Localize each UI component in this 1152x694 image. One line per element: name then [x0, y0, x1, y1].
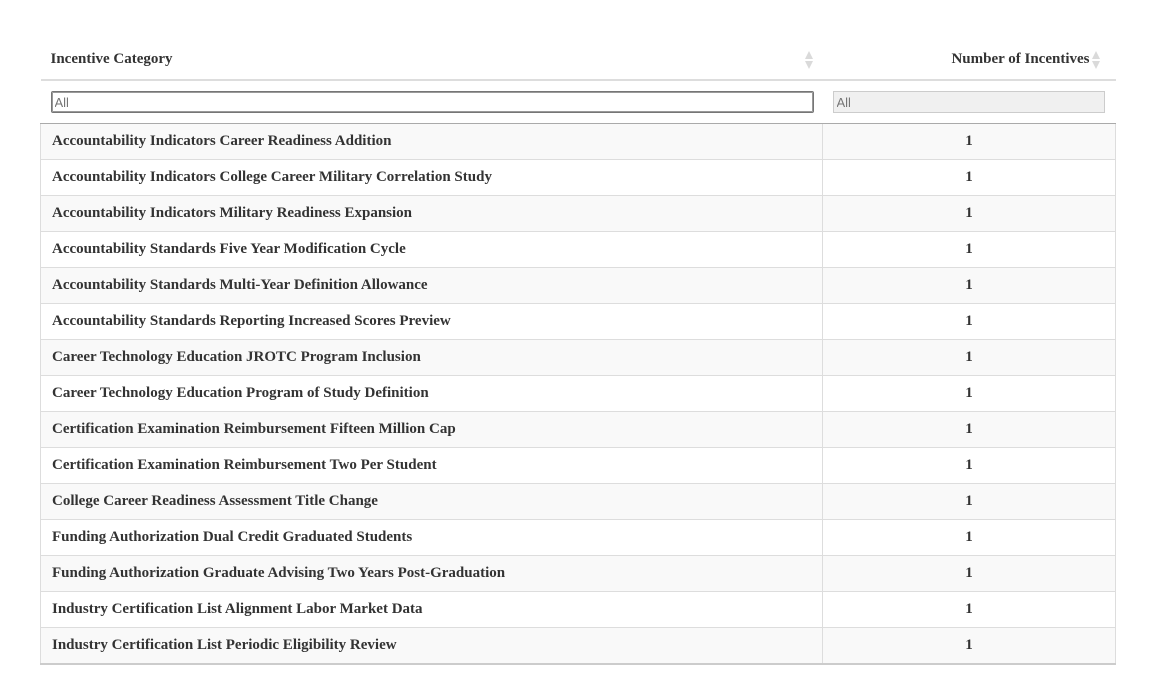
category-cell: Industry Certification List Periodic Eli…: [40, 627, 823, 665]
count-cell: 1: [822, 231, 1116, 268]
column-header-number-of-incentives[interactable]: Number of Incentives: [822, 40, 1116, 81]
table-row[interactable]: College Career Readiness Assessment Titl…: [40, 483, 1116, 520]
sort-icon[interactable]: [804, 50, 813, 69]
table-row[interactable]: Accountability Indicators Military Readi…: [40, 195, 1116, 232]
table-row[interactable]: Accountability Standards Five Year Modif…: [40, 231, 1116, 268]
count-cell: 1: [822, 411, 1116, 448]
count-cell: 1: [822, 195, 1116, 232]
count-cell: 1: [822, 303, 1116, 340]
table-row[interactable]: Career Technology Education JROTC Progra…: [40, 339, 1116, 376]
table-row[interactable]: Accountability Standards Reporting Incre…: [40, 303, 1116, 340]
table-row[interactable]: Accountability Standards Multi-Year Defi…: [40, 267, 1116, 304]
sort-icon[interactable]: [1091, 50, 1100, 69]
count-filter-input[interactable]: [832, 91, 1105, 113]
count-cell: 1: [822, 447, 1116, 484]
table-row[interactable]: Accountability Indicators College Career…: [40, 159, 1116, 196]
table-row[interactable]: Certification Examination Reimbursement …: [40, 447, 1116, 484]
table-row[interactable]: Funding Authorization Dual Credit Gradua…: [40, 519, 1116, 556]
count-cell: 1: [822, 627, 1116, 665]
category-filter-input[interactable]: [50, 91, 814, 113]
count-cell: 1: [822, 555, 1116, 592]
table-row[interactable]: Funding Authorization Graduate Advising …: [40, 555, 1116, 592]
category-cell: Career Technology Education JROTC Progra…: [40, 339, 823, 376]
category-cell: Industry Certification List Alignment La…: [40, 591, 823, 628]
table-body: Accountability Indicators Career Readine…: [40, 123, 1116, 665]
category-cell: Accountability Standards Multi-Year Defi…: [40, 267, 823, 304]
count-cell: 1: [822, 591, 1116, 628]
category-cell: Accountability Standards Five Year Modif…: [40, 231, 823, 268]
data-table: Incentive Category Number of Incentives …: [40, 40, 1116, 665]
column-header-label: Incentive Category: [50, 51, 173, 67]
category-cell: Accountability Indicators Military Readi…: [40, 195, 823, 232]
count-cell: 1: [822, 375, 1116, 412]
header-row: Incentive Category Number of Incentives: [40, 40, 1116, 81]
table-row[interactable]: Certification Examination Reimbursement …: [40, 411, 1116, 448]
count-cell: 1: [822, 159, 1116, 196]
category-cell: Accountability Indicators College Career…: [40, 159, 823, 196]
category-cell: Accountability Indicators Career Readine…: [40, 123, 823, 160]
incentives-table: Incentive Category Number of Incentives …: [40, 40, 1116, 665]
category-cell: Funding Authorization Graduate Advising …: [40, 555, 823, 592]
count-cell: 1: [822, 267, 1116, 304]
table-row[interactable]: Industry Certification List Alignment La…: [40, 591, 1116, 628]
category-cell: Career Technology Education Program of S…: [40, 375, 823, 412]
table-row[interactable]: Industry Certification List Periodic Eli…: [40, 627, 1116, 665]
count-cell: 1: [822, 339, 1116, 376]
count-cell: 1: [822, 123, 1116, 160]
table-row[interactable]: Accountability Indicators Career Readine…: [40, 123, 1116, 160]
column-header-incentive-category[interactable]: Incentive Category: [40, 40, 823, 81]
category-cell: Funding Authorization Dual Credit Gradua…: [40, 519, 823, 556]
category-cell: Accountability Standards Reporting Incre…: [40, 303, 823, 340]
category-cell: Certification Examination Reimbursement …: [40, 447, 823, 484]
count-cell: 1: [822, 483, 1116, 520]
category-cell: College Career Readiness Assessment Titl…: [40, 483, 823, 520]
category-cell: Certification Examination Reimbursement …: [40, 411, 823, 448]
column-header-label: Number of Incentives: [951, 51, 1090, 67]
table-row[interactable]: Career Technology Education Program of S…: [40, 375, 1116, 412]
filter-row: [40, 80, 1116, 124]
count-cell: 1: [822, 519, 1116, 556]
